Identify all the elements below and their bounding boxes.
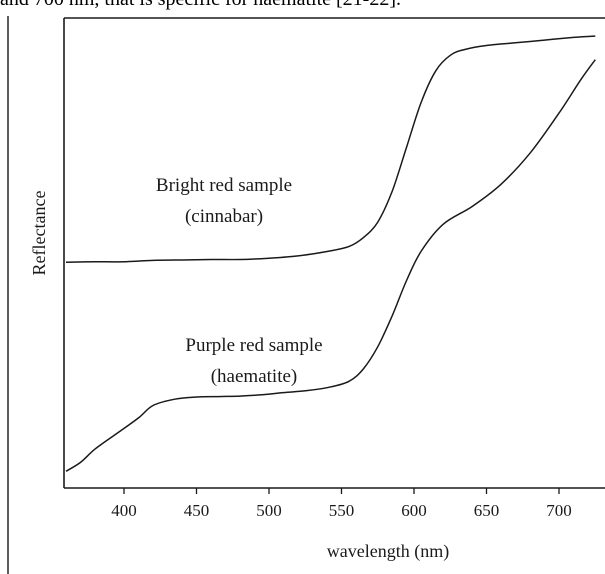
x-tick-label-600: 600	[401, 501, 427, 520]
x-tick-label-550: 550	[329, 501, 355, 520]
x-tick-label-400: 400	[111, 501, 137, 520]
x-ticks: 400 450 500 550 600 650 700	[111, 488, 572, 520]
series-label-haematite-line1: Purple red sample	[185, 335, 322, 356]
x-tick-label-700: 700	[546, 501, 572, 520]
series-label-cinnabar-line2: (cinnabar)	[185, 206, 263, 227]
y-axis-title: Reflectance	[29, 191, 49, 276]
series-lines	[65, 35, 596, 472]
x-axis-title: wavelength (nm)	[327, 541, 449, 562]
x-tick-label-500: 500	[256, 501, 282, 520]
x-tick-label-650: 650	[474, 501, 500, 520]
series-label-cinnabar-line1: Bright red sample	[156, 175, 292, 196]
series-label-haematite-line2: (haematite)	[211, 366, 298, 387]
top-text-fragment: and 700 nm, that is specific for haemati…	[0, 0, 401, 11]
series-line-cinnabar	[65, 35, 596, 263]
series-line-haematite	[65, 59, 596, 472]
x-tick-label-450: 450	[184, 501, 210, 520]
